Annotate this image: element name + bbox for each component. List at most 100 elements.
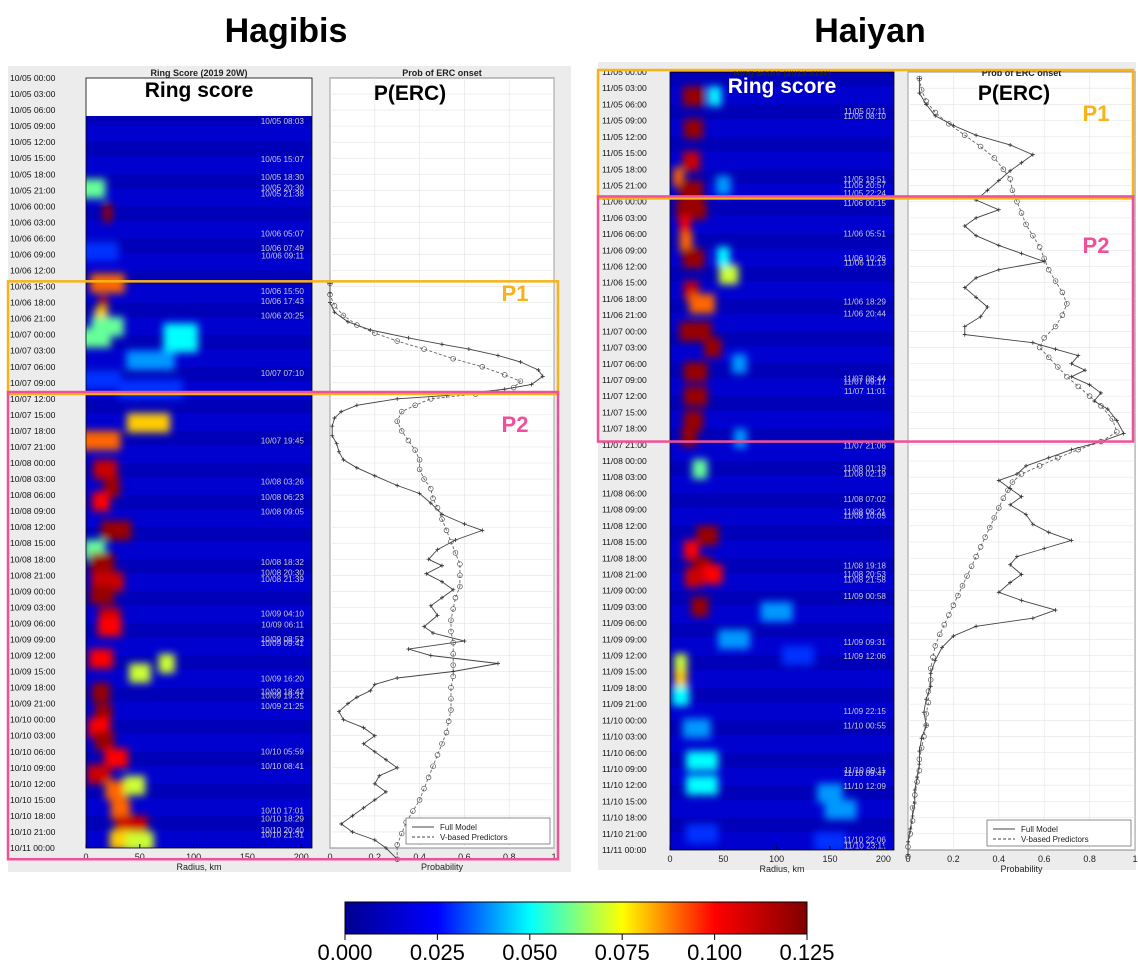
- heatmap-cell: [86, 328, 111, 348]
- ring-score-heatmap: [85, 77, 313, 849]
- probability-tick-label: 0.8: [1083, 854, 1096, 864]
- vbased-series-marker: [977, 143, 984, 150]
- full-model-series-marker: [372, 781, 377, 786]
- time-axis-tick-label: 11/06 12:00: [602, 262, 647, 272]
- time-axis-tick-label: 11/05 06:00: [602, 99, 647, 109]
- pass-time-label: 11/09 00:58: [843, 592, 886, 601]
- full-model-series-marker: [974, 233, 979, 238]
- time-axis-tick-label: 11/06 00:00: [602, 197, 647, 207]
- full-model-series-marker: [1008, 562, 1013, 567]
- vbased-series-marker: [450, 355, 456, 362]
- full-model-series-marker: [1008, 580, 1013, 585]
- full-model-series-marker: [978, 314, 983, 319]
- heatmap-cell: [92, 682, 110, 703]
- pass-time-label: 11/05 08:10: [843, 112, 886, 121]
- legend-box: [405, 817, 551, 845]
- vbased-series-marker: [398, 408, 405, 415]
- full-model-series-marker: [336, 709, 341, 714]
- full-model-series-marker: [330, 424, 335, 429]
- full-model-series-marker: [395, 765, 400, 770]
- full-model-series-marker: [1008, 502, 1013, 507]
- heatmap-cell: [674, 653, 688, 674]
- heatmap-cell: [782, 645, 814, 666]
- time-axis-tick-label: 10/05 06:00: [10, 105, 56, 115]
- ring-score-overlay-label: Ring score: [145, 79, 254, 102]
- full-model-series-marker: [996, 478, 1001, 483]
- time-axis-labels: 11/05 00:00 11/05 03:00 11/05 06:00 11/05 0…: [602, 67, 647, 855]
- time-axis-tick-label: 10/10 06:00: [10, 747, 56, 757]
- vbased-series-marker: [448, 707, 454, 713]
- full-model-series-marker: [334, 441, 339, 446]
- vbased-series-marker: [421, 346, 427, 352]
- time-axis-tick-label: 11/05 09:00: [602, 116, 647, 126]
- full-model-series-marker: [377, 773, 382, 778]
- pass-time-label: 10/09 19:31: [261, 692, 305, 701]
- vbased-series-marker: [1075, 383, 1081, 390]
- pass-time-label: 11/06 10:26: [843, 254, 886, 263]
- vbased-series-marker: [457, 561, 463, 567]
- vbased-series-marker: [927, 665, 934, 672]
- full-model-series-marker: [1008, 142, 1013, 147]
- vbased-series-marker: [1052, 278, 1059, 284]
- heatmap-cell: [689, 294, 715, 314]
- time-axis-tick-label: 11/08 09:00: [602, 505, 647, 515]
- full-model-series-marker: [1014, 554, 1019, 559]
- pass-time-label: 10/05 18:30: [261, 173, 305, 182]
- vbased-series-marker: [916, 767, 923, 774]
- vbased-series-marker: [950, 602, 957, 609]
- heatmap-row-band: [670, 752, 894, 768]
- time-axis-tick-label: 10/07 12:00: [10, 394, 56, 404]
- period-box-p2: [596, 195, 1135, 443]
- heatmap-cell: [683, 362, 708, 382]
- vbased-series-marker: [1000, 495, 1007, 502]
- pass-time-label: 11/07 21:06: [843, 441, 886, 450]
- heatmap-cell: [90, 552, 114, 573]
- heatmap-row-band: [86, 751, 312, 767]
- heatmap-cell: [679, 216, 691, 236]
- radius-tick-label: 150: [240, 852, 255, 862]
- pass-time-label: 11/10 23:11: [844, 842, 886, 851]
- time-axis-tick-label: 10/07 06:00: [10, 362, 56, 372]
- heatmap-row-band: [670, 428, 894, 444]
- time-axis-tick-label: 10/06 03:00: [10, 217, 56, 227]
- full-model-series-marker: [974, 624, 979, 629]
- vbased-series-marker: [412, 447, 418, 453]
- legend-box: [986, 819, 1132, 847]
- vbased-series-marker: [946, 612, 952, 618]
- vbased-series-marker: [1075, 446, 1081, 453]
- vbased-series-marker: [932, 643, 938, 649]
- full-model-series-marker: [384, 757, 388, 762]
- radius-tick-label: 100: [769, 854, 784, 864]
- pass-time-label: 11/09 12:06: [843, 652, 886, 661]
- heatmap-cell: [104, 748, 128, 768]
- vbased-series-marker: [961, 132, 968, 138]
- time-axis-tick-label: 10/06 09:00: [10, 249, 56, 259]
- period-box-p1: [596, 68, 1135, 200]
- heatmap-cell: [696, 525, 718, 546]
- full-model-series-marker: [440, 342, 444, 347]
- pass-time-label: 10/09 18:43: [261, 687, 305, 696]
- pass-time-label: 11/06 00:15: [843, 199, 886, 208]
- time-axis-tick-label: 11/09 06:00: [602, 618, 647, 628]
- heatmap-cell: [679, 232, 693, 252]
- time-axis-tick-label: 10/10 09:00: [10, 763, 56, 773]
- pass-time-label: 10/05 20:30: [261, 184, 305, 193]
- heatmap-cell: [97, 617, 122, 637]
- heatmap-row-band: [86, 687, 312, 703]
- time-axis-tick-label: 11/08 06:00: [602, 488, 647, 498]
- pass-time-label: 10/07 19:45: [261, 436, 305, 445]
- heatmap-row-band: [670, 72, 894, 87]
- full-model-series-marker: [996, 178, 1001, 183]
- full-model-series-line: [329, 283, 544, 860]
- pass-time-label: 11/05 22:24: [843, 189, 886, 198]
- vbased-series-marker: [394, 338, 400, 344]
- full-model-series-marker: [395, 675, 400, 680]
- time-axis-tick-label: 11/05 00:00: [602, 67, 647, 77]
- time-axis-tick-label: 11/07 15:00: [602, 407, 647, 417]
- full-model-series-marker: [361, 741, 366, 746]
- heatmap-cell: [105, 780, 127, 800]
- colorbar-tick-label: 0.000: [317, 940, 372, 963]
- heatmap-cell: [679, 321, 712, 342]
- pass-time-label: 11/08 21:58: [843, 576, 886, 585]
- full-model-series-marker: [1046, 530, 1051, 535]
